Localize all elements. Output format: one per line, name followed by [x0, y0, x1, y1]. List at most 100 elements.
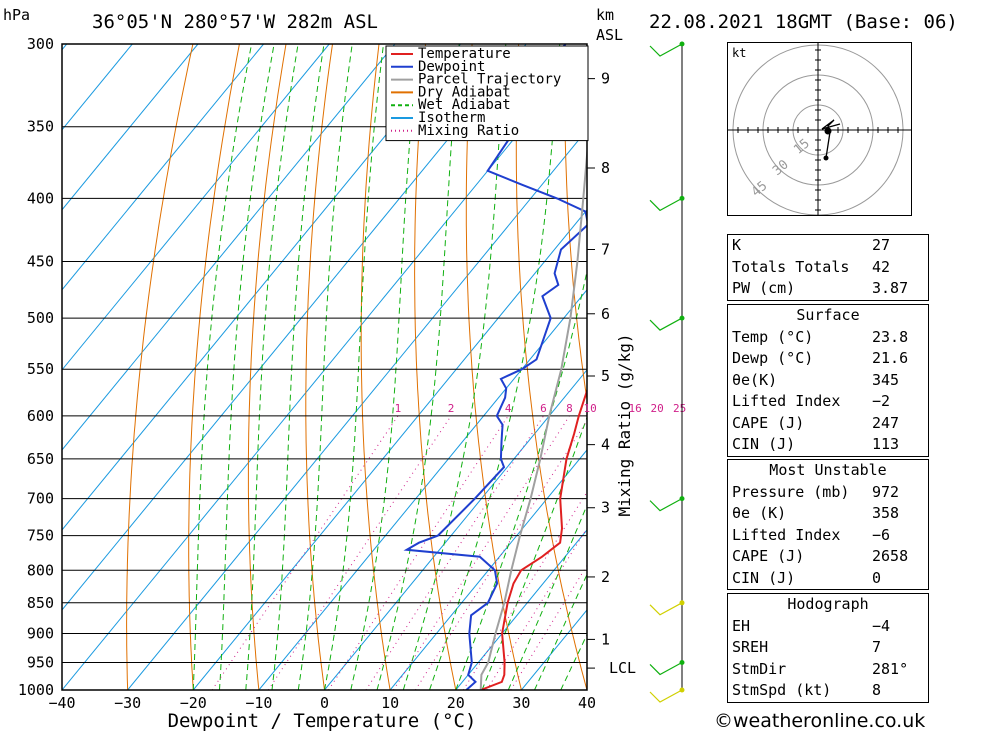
pressure-unit: hPa [3, 6, 30, 24]
km-unit: km [596, 6, 614, 24]
wind-barb [649, 602, 683, 616]
pressure-tick-label: 950 [27, 653, 54, 671]
isotherm-line [62, 48, 587, 690]
legend-label: Isotherm [418, 110, 485, 126]
wind-barb [649, 661, 683, 676]
datetime: 22.08.2021 18GMT (Base: 06) [649, 11, 958, 33]
temperature-tick-label: 40 [578, 694, 596, 712]
pressure-tick-label: 500 [27, 309, 54, 327]
isotherm-line [324, 369, 587, 690]
pressure-tick-label: 550 [27, 360, 54, 378]
copyright: ©weatheronline.co.uk [714, 710, 926, 732]
pressure-tick-label: 300 [27, 35, 54, 53]
mu-row: CIN (J) 0 [732, 568, 882, 587]
hodo-row: SREH 7 [732, 638, 882, 656]
mixing-ratio-label: 1 [395, 402, 402, 415]
km-tick-label: 8 [601, 159, 610, 177]
isotherm-line [62, 44, 396, 451]
hodograph-ring-label: 30 [770, 157, 792, 179]
pressure-tick-label: 450 [27, 253, 54, 271]
hodograph-point [823, 155, 829, 161]
isotherm-line [62, 44, 527, 611]
mixing-ratio-label: 20 [651, 402, 664, 415]
pressure-tick-label: 750 [27, 527, 54, 545]
hodograph-unit: kt [732, 46, 746, 60]
wind-barb [649, 317, 683, 331]
mixing-ratio-label: 25 [673, 402, 686, 415]
isotherm-line [192, 209, 587, 690]
hodo-row: StmDir 281° [732, 659, 909, 678]
wet-adiabat-line [324, 44, 384, 690]
temperature-tick-label: 30 [512, 694, 530, 712]
km-tick-label: 7 [601, 240, 610, 258]
pressure-tick-label: 600 [27, 407, 54, 425]
x-axis-label: Dewpoint / Temperature (°C) [168, 710, 477, 732]
temperature-tick-label: 0 [320, 694, 329, 712]
pressure-tick-label: 850 [27, 594, 54, 612]
km-tick-label: 4 [601, 436, 610, 454]
isotherm-line [62, 44, 330, 371]
most-unstable-table: Most Unstable Pressure (mb) 972 θe (K) 358… [727, 459, 929, 590]
surface-title: Surface [796, 306, 860, 324]
km-tick-label: 9 [601, 70, 610, 88]
asl-unit: ASL [596, 26, 623, 44]
isotherm-line [62, 44, 133, 131]
surface-table: Surface Temp (°C) 23.8 Dewp (°C) 21.6 θe(K… [727, 304, 929, 457]
mu-row: Pressure (mb) 972 [732, 482, 900, 501]
dry-adiabat-line [984, 44, 1000, 690]
pressure-tick-label: 900 [27, 624, 54, 642]
mixing-ratio-label: 16 [628, 402, 641, 415]
isotherm-line [62, 44, 264, 291]
wet-adiabat-line [219, 44, 275, 690]
axes: 1 2 4 6 8 10 16 20 25300350400450500550600650700… [18, 35, 686, 712]
most-unstable-title: Most Unstable [769, 461, 887, 479]
mixing-ratio-axis-label: Mixing Ratio (g/kg) [615, 333, 634, 516]
location-title: 36°05'N 280°57'W 282m ASL [92, 11, 378, 33]
dry-adiabat-line [126, 44, 194, 690]
legend-label: Temperature [418, 46, 511, 62]
surface-row: CIN (J) 113 [732, 435, 900, 453]
indices-table: K 27 Totals Totals 42 PW (cm) 3.87 [727, 234, 929, 301]
wet-adiabat-line [507, 503, 587, 690]
temperature-tick-label: −30 [114, 694, 141, 712]
hodograph-table: Hodograph EH −4 SREH 7 StmDir 281° StmSpd (… [727, 593, 929, 703]
km-tick-label: 5 [601, 367, 610, 385]
hodograph-trace [821, 119, 841, 159]
temperature-tick-label: −40 [48, 694, 75, 712]
hodo-row: EH −4 [732, 616, 891, 635]
index-row: Totals Totals 42 [732, 257, 891, 276]
plot-frame [61, 43, 588, 691]
isotherm-line [62, 44, 199, 211]
mixing-ratio-line [510, 564, 587, 690]
lcl-label: LCL [609, 659, 636, 677]
wind-barb [649, 197, 683, 212]
legend-box [385, 45, 589, 142]
surface-row: Dewp (°C) 21.6 [732, 349, 909, 367]
temperature-tick-label: −10 [245, 694, 272, 712]
surface-row: Temp (°C) 23.8 [732, 327, 909, 346]
wet-adiabat-line [534, 573, 587, 690]
hodo-row: StmSpd (kt) 8 [732, 681, 882, 699]
mixing-ratio-label: 10 [583, 402, 596, 415]
series-line-dewpoint [403, 44, 587, 690]
legend-label: Mixing Ratio [418, 123, 519, 139]
dry-adiabat-line [247, 44, 287, 690]
index-row: PW (cm) 3.87 [732, 279, 909, 297]
legend-label: Dry Adiabat [418, 84, 511, 100]
hodograph-title: Hodograph [787, 595, 869, 613]
pressure-tick-label: 700 [27, 490, 54, 508]
isotherm-line [455, 529, 587, 690]
index-row: K 27 [732, 236, 891, 254]
hodograph-ring-label: 45 [749, 179, 771, 201]
mixing-ratio-label: 4 [505, 402, 512, 415]
series-line-temperature [480, 387, 587, 690]
wet-adiabat-line [481, 415, 587, 690]
mixing-ratio-label: 8 [566, 402, 573, 415]
km-tick-label: 1 [601, 630, 610, 648]
isotherm-line [127, 128, 587, 690]
wind-barb [649, 43, 683, 57]
wind-barb [649, 689, 683, 703]
wind-column [649, 41, 685, 703]
